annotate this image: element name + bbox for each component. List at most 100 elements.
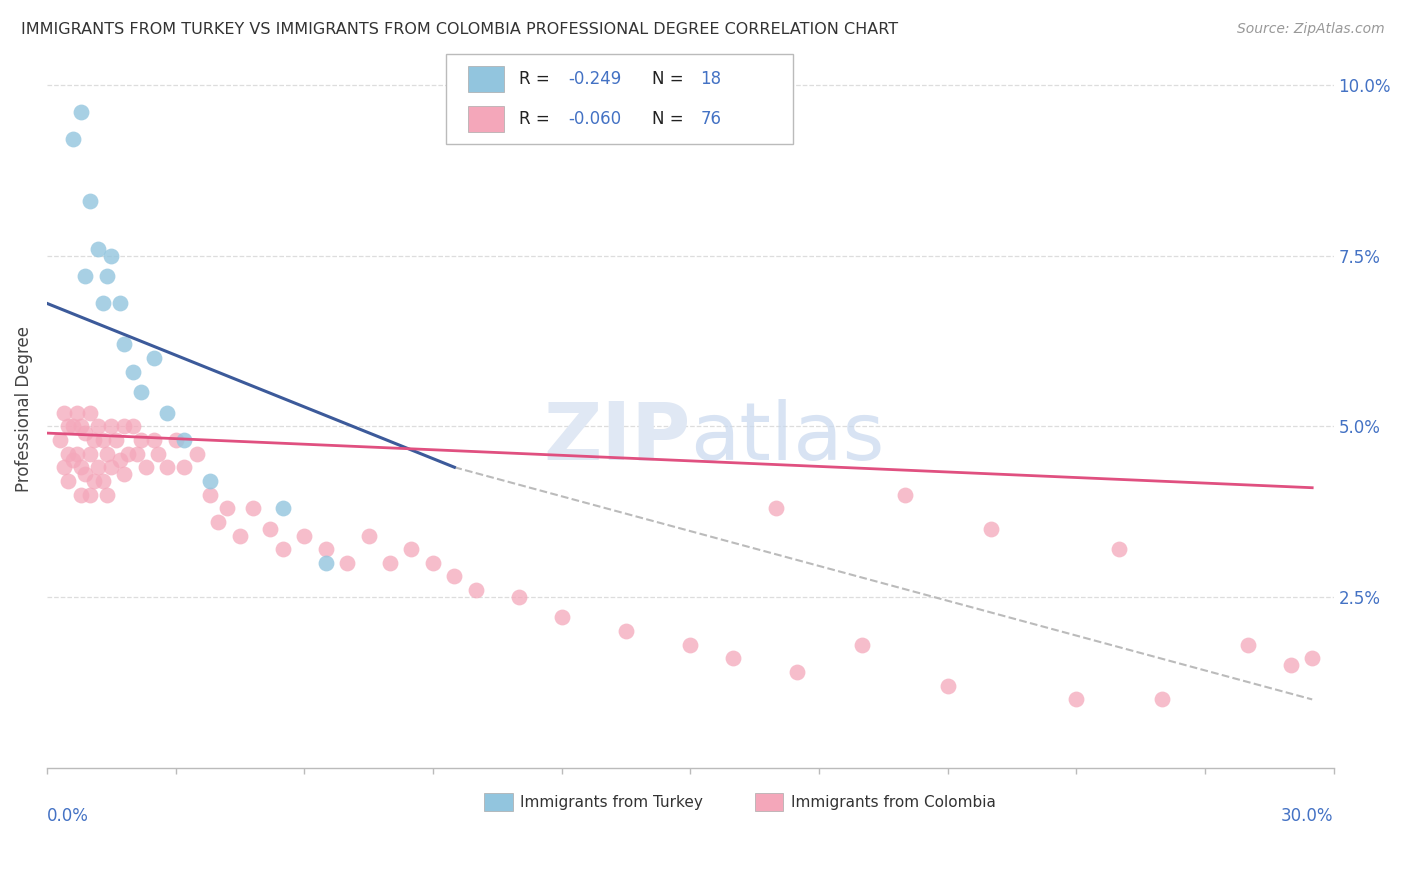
Point	[786, 665, 808, 679]
Point	[229, 528, 252, 542]
Point	[75, 467, 97, 481]
Point	[315, 556, 337, 570]
Point	[936, 679, 959, 693]
Point	[271, 542, 294, 557]
Point	[198, 474, 221, 488]
Text: atlas: atlas	[690, 399, 884, 477]
Point	[1108, 542, 1130, 557]
Point	[87, 460, 110, 475]
Text: -0.249: -0.249	[568, 70, 621, 88]
Point	[58, 446, 80, 460]
Point	[83, 433, 105, 447]
Point	[53, 406, 76, 420]
Text: Immigrants from Turkey: Immigrants from Turkey	[520, 795, 703, 810]
Bar	[468, 105, 503, 132]
Point	[165, 433, 187, 447]
Point	[75, 426, 97, 441]
Text: 0.0%: 0.0%	[46, 807, 89, 825]
Point	[508, 590, 530, 604]
Point	[112, 467, 135, 481]
Point	[1301, 651, 1323, 665]
Point	[186, 446, 208, 460]
Point	[550, 610, 572, 624]
Point	[62, 453, 84, 467]
Point	[58, 474, 80, 488]
Point	[96, 268, 118, 283]
Point	[87, 242, 110, 256]
Point	[979, 522, 1001, 536]
Point	[851, 638, 873, 652]
Point	[614, 624, 637, 639]
Point	[207, 515, 229, 529]
Point	[1279, 658, 1302, 673]
Point	[58, 419, 80, 434]
Point	[87, 419, 110, 434]
Text: N =: N =	[651, 110, 689, 128]
Point	[129, 433, 152, 447]
Point	[121, 419, 143, 434]
Point	[242, 501, 264, 516]
Text: -0.060: -0.060	[568, 110, 621, 128]
Point	[83, 474, 105, 488]
Point	[198, 487, 221, 501]
Point	[75, 268, 97, 283]
Point	[135, 460, 157, 475]
Point	[357, 528, 380, 542]
Bar	[755, 793, 783, 811]
Text: N =: N =	[651, 70, 689, 88]
Point	[70, 419, 93, 434]
Point	[62, 132, 84, 146]
Point	[1237, 638, 1260, 652]
Point	[156, 406, 179, 420]
Text: Immigrants from Colombia: Immigrants from Colombia	[790, 795, 995, 810]
Text: 18: 18	[700, 70, 721, 88]
Point	[108, 453, 131, 467]
Point	[143, 433, 166, 447]
Point	[443, 569, 465, 583]
Point	[464, 583, 486, 598]
Point	[422, 556, 444, 570]
Point	[79, 406, 101, 420]
Point	[292, 528, 315, 542]
Point	[66, 446, 89, 460]
Point	[96, 487, 118, 501]
Point	[121, 365, 143, 379]
Point	[259, 522, 281, 536]
Text: 30.0%: 30.0%	[1281, 807, 1334, 825]
Point	[70, 460, 93, 475]
Point	[66, 406, 89, 420]
Point	[315, 542, 337, 557]
Text: Source: ZipAtlas.com: Source: ZipAtlas.com	[1237, 22, 1385, 37]
Point	[53, 460, 76, 475]
Bar	[468, 66, 503, 93]
Text: R =: R =	[519, 70, 555, 88]
Point	[129, 385, 152, 400]
Y-axis label: Professional Degree: Professional Degree	[15, 326, 32, 492]
Point	[271, 501, 294, 516]
Text: ZIP: ZIP	[543, 399, 690, 477]
Point	[79, 487, 101, 501]
Point	[91, 433, 114, 447]
Point	[100, 460, 122, 475]
Point	[215, 501, 238, 516]
Point	[156, 460, 179, 475]
Point	[721, 651, 744, 665]
Text: 76: 76	[700, 110, 721, 128]
Point	[100, 248, 122, 262]
Bar	[485, 793, 513, 811]
Point	[117, 446, 139, 460]
Point	[125, 446, 148, 460]
Point	[378, 556, 401, 570]
Point	[70, 105, 93, 120]
FancyBboxPatch shape	[446, 54, 793, 144]
Point	[148, 446, 170, 460]
Point	[79, 446, 101, 460]
Point	[49, 433, 72, 447]
Point	[96, 446, 118, 460]
Text: R =: R =	[519, 110, 555, 128]
Point	[79, 194, 101, 208]
Point	[1152, 692, 1174, 706]
Point	[1064, 692, 1087, 706]
Point	[143, 351, 166, 365]
Point	[336, 556, 359, 570]
